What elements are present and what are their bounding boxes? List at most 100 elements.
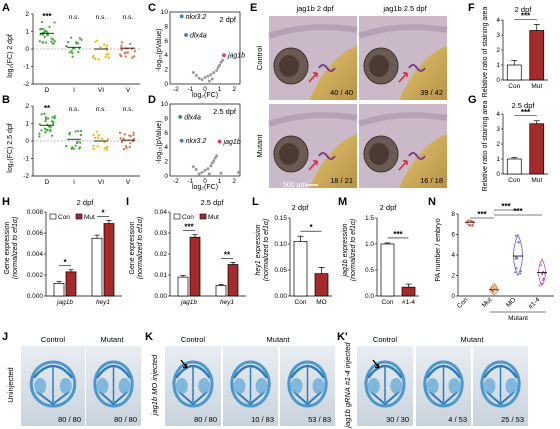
- data-point: [539, 282, 542, 284]
- data-point: [515, 256, 517, 258]
- gene-label: nkx3.2: [186, 138, 207, 145]
- y-tick-label: 2: [25, 11, 29, 18]
- y-tick-label: 2: [496, 47, 500, 54]
- axis-label-l1: hey1 expression: [255, 224, 262, 275]
- significance-label: ***: [477, 210, 487, 219]
- panel-l: L 2 dpf hey1 expression (normalized to e…: [252, 196, 332, 306]
- x-tick-label: 1: [218, 178, 222, 185]
- x-tick-label: hey1: [220, 299, 234, 306]
- skull-count-label: 25 / 53: [501, 415, 524, 424]
- skull-count-label: 10 / 83: [251, 415, 274, 424]
- skull-image: 4 / 53: [416, 346, 471, 426]
- axis-label-b: log₂(FC) 2.5 dpf: [7, 123, 14, 172]
- data-point: [514, 258, 517, 260]
- col-label-j1: Control: [41, 335, 66, 344]
- significance-label: *: [63, 258, 67, 267]
- x-tick-label: Con: [295, 299, 307, 306]
- axis-label-m2: (normalized to ef1α): [350, 219, 357, 281]
- data-point: [197, 76, 201, 80]
- data-point: [106, 138, 110, 141]
- x-tick-label: VI: [98, 179, 104, 186]
- x-tick-label: Con: [382, 299, 394, 306]
- embryo-count-label: 18 / 21: [330, 176, 353, 185]
- gene-label: nkx3.2: [186, 14, 207, 21]
- data-point: [213, 156, 217, 160]
- axis-label-i2: (normalized to ef1α): [137, 217, 144, 279]
- data-point: [71, 55, 74, 58]
- row-label-j: Uninjected: [6, 367, 15, 402]
- panel-m: M 2 dpf jag1b expression (normalized to …: [338, 196, 419, 306]
- axis-label-n: PA number / embryo: [435, 218, 442, 281]
- panel-label-e: E: [250, 2, 257, 14]
- significance-label: n.s.: [123, 106, 134, 113]
- data-point: [492, 291, 495, 294]
- data-point: [96, 130, 99, 133]
- data-point: [514, 271, 516, 274]
- panel-i: I 2.5 dpf Gene expression (normalized to…: [126, 196, 246, 306]
- y-tick-label: 2: [164, 67, 168, 74]
- y-tick-label: 0.15: [274, 215, 287, 222]
- chart-title-h: 2 dpf: [77, 198, 95, 207]
- data-point: [53, 40, 56, 43]
- x-tick-label: Con: [456, 296, 470, 310]
- skull-image: 80 / 80: [21, 346, 85, 426]
- skull-image: 80 / 80: [86, 346, 141, 426]
- axis-label-h1: Gene expression: [4, 221, 11, 274]
- bar: [293, 241, 308, 297]
- panel-g: G 2.5 dpf Relative ratio of staining are…: [468, 94, 548, 191]
- data-point: [237, 170, 241, 174]
- data-point: [92, 54, 95, 58]
- data-point: [44, 29, 47, 32]
- data-point: [538, 284, 541, 287]
- data-point: [53, 21, 56, 24]
- axis-label-l2: (normalized to ef1α): [263, 219, 270, 281]
- row-label-k: jag1b MO injected: [150, 354, 159, 416]
- data-point: [43, 112, 46, 115]
- data-point: [216, 65, 220, 69]
- y-tick-label: -1: [23, 156, 29, 163]
- panel-label-a: A: [2, 2, 10, 14]
- data-point: [194, 168, 198, 172]
- data-point: [68, 131, 71, 134]
- axis-label-d-x: log₂(FC): [192, 184, 218, 191]
- significance-label: ***: [521, 12, 531, 21]
- col-label-kp1: Control: [373, 335, 398, 344]
- gene-label: dlx4a: [184, 114, 201, 121]
- data-point: [47, 117, 50, 120]
- y-tick-label: 8: [164, 23, 168, 30]
- data-point: [541, 273, 543, 276]
- skull-count-label: 80 / 80: [114, 415, 137, 424]
- x-tick-label: -1: [188, 178, 194, 185]
- data-point: [97, 136, 100, 139]
- skull-image: 53 / 83: [280, 346, 335, 426]
- x-tick-label: Con: [508, 83, 520, 90]
- data-point: [543, 272, 546, 275]
- data-point: [210, 77, 214, 81]
- data-point: [129, 135, 132, 138]
- embryo-count-label: 39 / 42: [420, 88, 443, 97]
- data-point: [71, 146, 74, 149]
- data-point: [124, 144, 128, 148]
- bar: [189, 236, 201, 297]
- legend-swatch-con: [49, 213, 57, 220]
- data-point: [119, 55, 123, 58]
- significance-label: *: [101, 208, 105, 217]
- data-point: [540, 264, 542, 267]
- y-tick-label: 3: [496, 32, 500, 39]
- panel-b: B log₂(FC) 2.5 dpf 2 1 0 -1 -2 D ** In.s. VI n.s.…: [2, 94, 140, 186]
- y-tick-label: 0.006: [27, 230, 44, 237]
- axis-label-c-y: -log₁₀(pValue): [156, 29, 163, 72]
- gene-label: jag1b: [223, 139, 241, 146]
- y-tick-label: 2: [451, 273, 455, 280]
- y-tick-label: 10: [161, 101, 169, 108]
- embryo-count-label: 40 / 40: [330, 88, 353, 97]
- bar: [529, 30, 545, 81]
- data-point: [49, 130, 52, 133]
- data-point: [126, 51, 129, 54]
- x-tick-label: -2: [173, 86, 179, 93]
- panel-label-i: I: [126, 196, 129, 208]
- scale-bar-label: 500 µm: [283, 182, 307, 189]
- bar: [65, 271, 77, 297]
- data-point: [97, 58, 100, 61]
